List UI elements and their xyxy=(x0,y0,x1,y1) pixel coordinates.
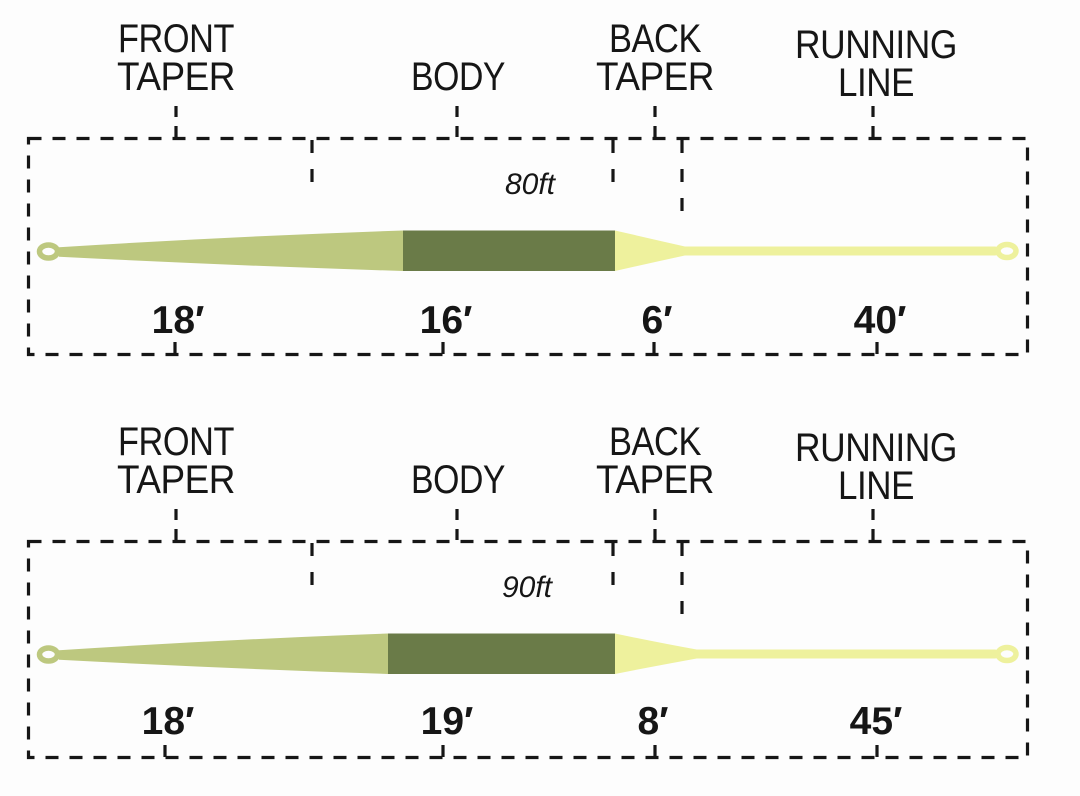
front-taper-label-line2: TAPER xyxy=(117,55,235,99)
body-length: 16′ xyxy=(420,299,473,342)
total-length-label: 90ft xyxy=(502,571,554,604)
taper-diagram-80ft: FRONT TAPER BODY BACK TAPER RUNNING LINE… xyxy=(26,17,1030,357)
front-taper-length: 18′ xyxy=(142,700,195,743)
back-taper-label-line1: BACK xyxy=(609,17,702,61)
back-taper-label-line2: TAPER xyxy=(596,458,714,502)
welded-loop-left-icon xyxy=(36,645,61,664)
running-line-length: 40′ xyxy=(854,299,907,342)
back-taper-length: 8′ xyxy=(637,700,668,743)
front-taper-shape xyxy=(59,633,388,674)
running-line-shape xyxy=(640,246,999,256)
total-length-label: 80ft xyxy=(505,168,557,201)
welded-loop-left-icon xyxy=(36,242,61,261)
running-line-label-line1: RUNNING xyxy=(795,23,957,67)
front-taper-shape xyxy=(59,230,403,271)
back-taper-shape xyxy=(615,230,686,271)
running-line-length: 45′ xyxy=(850,700,903,743)
front-taper-label-line1: FRONT xyxy=(118,17,234,61)
running-line-label-line2: LINE xyxy=(838,464,914,508)
body-label: BODY xyxy=(411,458,505,502)
body-label: BODY xyxy=(411,55,505,99)
dashed-border xyxy=(26,136,1030,357)
taper-diagram-90ft: FRONT TAPER BODY BACK TAPER RUNNING LINE… xyxy=(26,420,1030,760)
running-line-label-line1: RUNNING xyxy=(795,426,957,470)
front-taper-label-line1: FRONT xyxy=(118,420,234,464)
fly-line-profile xyxy=(36,230,1019,271)
body-shape xyxy=(403,230,615,271)
front-taper-label-line2: TAPER xyxy=(117,458,235,502)
running-line-label-line2: LINE xyxy=(838,61,914,105)
back-taper-label-line2: TAPER xyxy=(596,55,714,99)
body-length: 19′ xyxy=(421,700,474,743)
body-shape xyxy=(388,633,615,674)
fly-line-profile xyxy=(36,633,1019,674)
back-taper-length: 6′ xyxy=(641,299,672,342)
back-taper-shape xyxy=(615,633,698,674)
welded-loop-right-icon xyxy=(995,644,1019,664)
back-taper-label-line1: BACK xyxy=(609,420,702,464)
dashed-border xyxy=(26,539,1030,760)
front-taper-length: 18′ xyxy=(152,299,205,342)
running-line-shape xyxy=(640,649,999,659)
welded-loop-right-icon xyxy=(995,241,1019,261)
